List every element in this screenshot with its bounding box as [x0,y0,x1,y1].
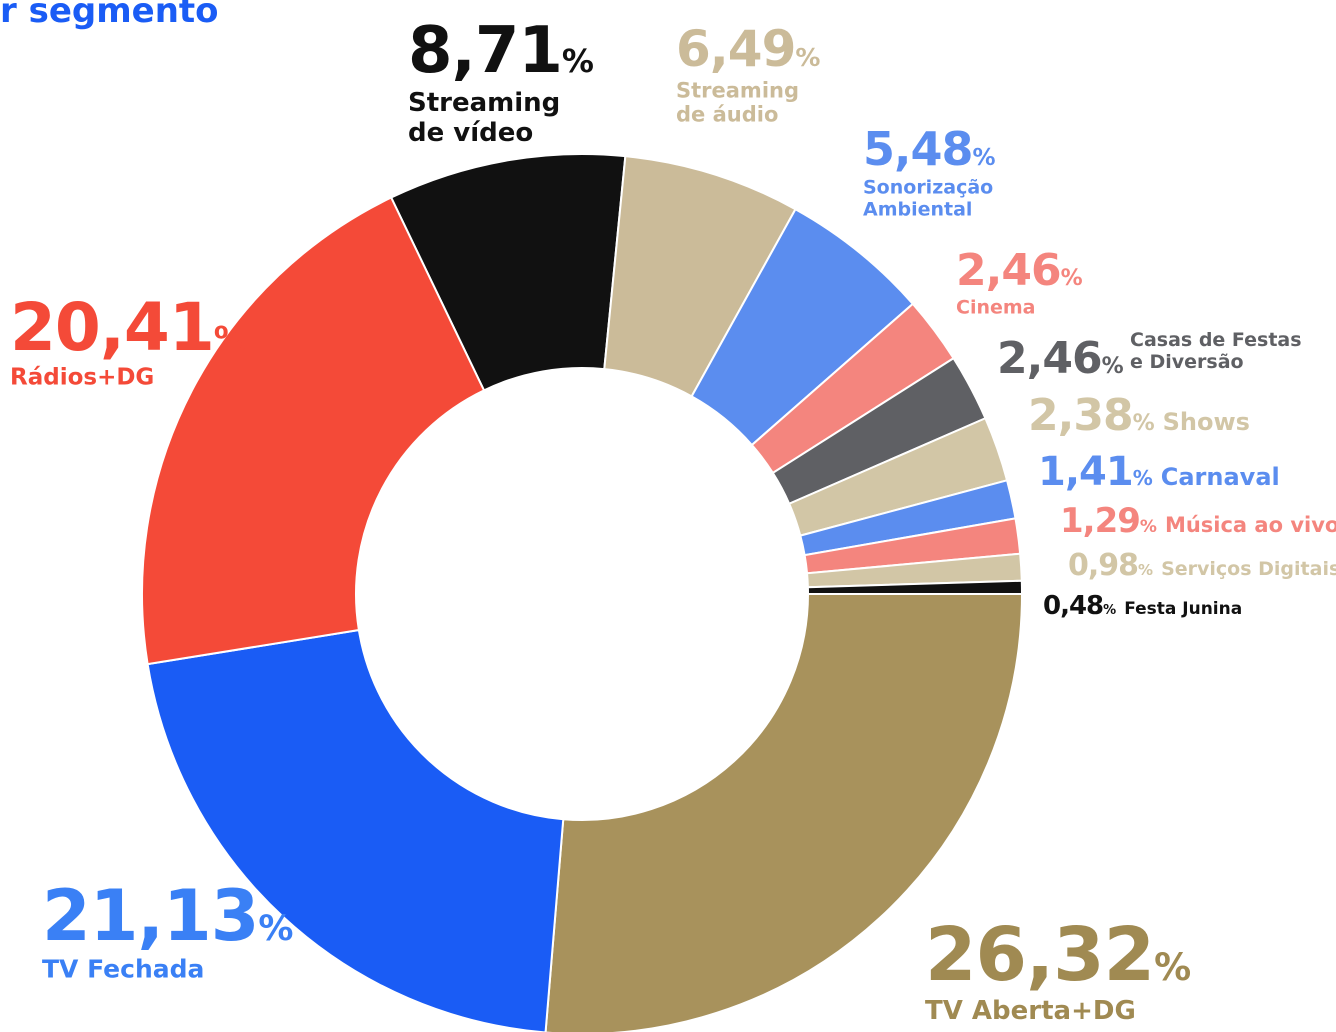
value-label: 21,13% [42,875,294,957]
chart-title: r segmento [0,0,219,31]
value-label: 5,48% [863,122,996,176]
value-unit: % [1133,411,1155,436]
donut-slice [141,196,486,666]
data-label: 0,48% Festa Junina [1043,591,1242,621]
value-unit: % [258,909,293,949]
value-number: 0,98 [1068,548,1138,583]
value-unit: % [1103,603,1116,618]
category-label: Shows [1163,408,1250,436]
category-line: de áudio [676,103,778,127]
category-label: Serviços Digitais [1161,558,1336,580]
category-line: TV Fechada [42,955,204,984]
value-number: 20,41 [10,289,214,366]
value-number: 5,48 [863,122,973,176]
value-label: 8,71% [408,14,594,88]
category-label: Streaming de áudio [676,79,799,127]
value-number: 1,29 [1060,501,1140,541]
value-label: 2,38% [1028,390,1155,441]
category-line: Ambiental [863,198,972,220]
category-line: Streaming [408,88,560,118]
value-unit: % [562,42,594,80]
category-label: Rádios+DG [10,365,154,391]
value-label: 1,41% [1038,449,1153,495]
value-unit: % [1140,517,1157,537]
value-label: 1,29% [1060,501,1157,541]
value-unit: % [1061,266,1083,291]
value-unit: % [1138,561,1153,579]
value-number: 26,32 [925,912,1154,998]
value-unit: % [214,319,247,358]
value-unit: % [1133,466,1153,490]
category-label: Sonorização Ambiental [863,177,993,221]
data-label: 2,38% Shows [1028,390,1250,441]
category-label: Festa Junina [1124,599,1242,619]
category-line: de vídeo [408,118,533,148]
data-label: 2,46% [956,245,1083,296]
data-label: 26,32% [925,912,1191,998]
category-label: Carnaval [1161,463,1280,491]
value-label: 2,46% [956,245,1083,296]
category-line: Streaming [676,79,799,103]
value-number: 8,71 [408,14,562,88]
value-number: 2,46 [997,333,1102,384]
value-unit: % [973,145,996,171]
category-line: Rádios+DG [10,365,154,391]
category-label: Streaming de vídeo [408,88,560,148]
value-number: 2,46 [956,245,1061,296]
category-line: e Diversão [1130,351,1244,373]
value-number: 2,38 [1028,390,1133,441]
value-label: 20,41% [10,289,247,366]
data-label: 2,46% [997,333,1124,384]
value-label: 2,46% [997,333,1124,384]
value-number: 0,48 [1043,591,1103,621]
data-label: 1,29% Música ao vivo [1060,501,1336,541]
value-number: 1,41 [1038,449,1133,495]
category-line: Casas de Festas [1130,329,1302,351]
data-label: 1,41% Carnaval [1038,449,1280,495]
value-label: 6,49% [676,20,820,78]
data-label: 8,71% [408,14,594,88]
value-label: 0,98% [1068,548,1153,583]
category-label: Cinema [956,297,1036,319]
value-unit: % [1102,354,1124,379]
category-label: Música ao vivo [1165,513,1336,537]
donut-slice [146,628,565,1032]
value-unit: % [795,43,820,72]
value-number: 21,13 [42,875,258,957]
value-unit: % [1154,946,1191,989]
category-line: Sonorização [863,177,993,199]
donut-slice [544,593,1024,1032]
data-label: 5,48% [863,122,996,176]
data-label: 20,41% [10,289,247,366]
category-line: Cinema [956,297,1036,319]
value-label: 26,32% [925,912,1191,998]
value-label: 0,48% [1043,591,1116,621]
category-label: TV Aberta+DG [925,996,1136,1026]
data-label: 21,13% [42,875,294,957]
data-label: 0,98% Serviços Digitais [1068,548,1336,583]
value-number: 6,49 [676,20,795,78]
data-label: 6,49% [676,20,820,78]
category-label: Casas de Festas e Diversão [1130,329,1302,373]
category-line: TV Aberta+DG [925,996,1136,1026]
category-label: TV Fechada [42,955,204,984]
